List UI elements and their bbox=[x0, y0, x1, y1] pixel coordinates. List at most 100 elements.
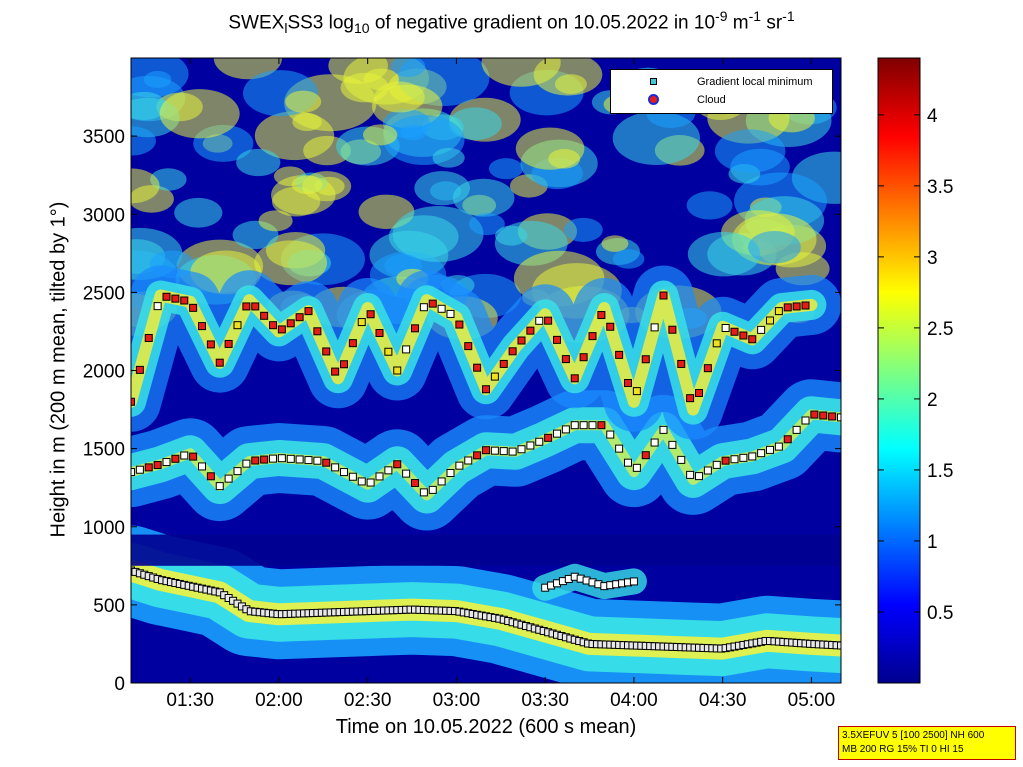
gradient-minimum-marker bbox=[588, 421, 597, 430]
cloud-marker bbox=[597, 311, 606, 320]
y-axis-label: Height in m (200 m mean, tilted by 1°) bbox=[47, 201, 70, 538]
gradient-minimum-marker bbox=[464, 456, 473, 465]
gradient-minimum-marker bbox=[579, 421, 588, 430]
gradient-minimum-marker bbox=[313, 456, 322, 465]
gradient-minimum-marker bbox=[171, 454, 180, 463]
x-tick-label: 05:00 bbox=[788, 690, 836, 711]
upper-turbulence-patch bbox=[236, 148, 281, 177]
cloud-marker bbox=[366, 310, 375, 319]
upper-turbulence-patch bbox=[468, 213, 505, 236]
cloud-marker bbox=[615, 350, 624, 359]
gradient-minimum-marker bbox=[428, 485, 437, 494]
gradient-minimum-marker bbox=[499, 447, 508, 456]
legend-entry-gradient: Gradient local minimum bbox=[611, 73, 832, 91]
gradient-minimum-marker bbox=[535, 437, 544, 446]
gradient-minimum-marker bbox=[393, 460, 402, 469]
cloud-marker bbox=[233, 321, 242, 330]
gradient-minimum-marker bbox=[686, 470, 695, 479]
cloud-marker bbox=[712, 339, 721, 348]
cloud-marker bbox=[348, 339, 357, 348]
upper-turbulence-patch bbox=[488, 158, 524, 180]
x-tick-label: 04:30 bbox=[699, 690, 747, 711]
gradient-minimum-marker bbox=[774, 442, 783, 451]
gradient-minimum-marker bbox=[419, 488, 428, 497]
gradient-minimum-marker bbox=[357, 477, 366, 486]
colorbar-tick-label: 3 bbox=[927, 248, 938, 269]
cloud-marker bbox=[561, 355, 570, 364]
cloud-marker bbox=[606, 322, 615, 331]
cloud-marker bbox=[437, 304, 446, 313]
x-tick-label: 03:30 bbox=[521, 690, 569, 711]
upper-turbulence-patch bbox=[687, 231, 761, 277]
cloud-marker bbox=[686, 394, 695, 403]
cloud-marker bbox=[269, 321, 277, 330]
y-tick-label: 3000 bbox=[83, 205, 125, 226]
gradient-minimum-marker bbox=[437, 477, 446, 486]
cloud-marker bbox=[650, 323, 659, 332]
gradient-minimum-marker bbox=[144, 463, 153, 472]
gradient-minimum-marker bbox=[766, 445, 774, 454]
gradient-minimum-marker bbox=[490, 446, 499, 455]
gradient-minimum-marker bbox=[677, 455, 686, 464]
colorbar-tick-label: 2.5 bbox=[927, 319, 953, 340]
cloud-marker bbox=[215, 358, 224, 367]
gradient-minimum-marker bbox=[632, 463, 641, 472]
infobox-line-2: MB 200 RG 15% TI 0 HI 15 bbox=[842, 744, 964, 755]
upper-turbulence-patch bbox=[563, 217, 603, 242]
cloud-marker bbox=[801, 301, 810, 310]
upper-turbulence-patch bbox=[285, 90, 322, 113]
y-tick-label: 1000 bbox=[83, 518, 125, 539]
x-tick-label: 01:30 bbox=[166, 690, 214, 711]
gradient-minimum-marker bbox=[473, 451, 482, 460]
cloud-marker bbox=[198, 322, 206, 331]
x-axis: 01:30 02:00 02:30 03:00 03:30 04:00 04:30 05:00 bbox=[166, 58, 835, 711]
gradient-minimum-marker bbox=[482, 446, 490, 455]
y-tick-label: 1500 bbox=[83, 440, 125, 461]
y-tick-label: 3500 bbox=[83, 127, 125, 148]
cloud-marker bbox=[792, 302, 801, 311]
cloud-marker bbox=[677, 359, 686, 368]
upper-turbulence-patch bbox=[515, 127, 585, 170]
colorbar-tick-label: 0.5 bbox=[927, 603, 953, 624]
gradient-minimum-marker bbox=[348, 472, 357, 481]
cloud-marker bbox=[153, 302, 162, 311]
gradient-minimum-marker bbox=[411, 479, 419, 487]
upper-turbulence-patch bbox=[328, 58, 388, 84]
gradient-minimum-marker bbox=[792, 425, 801, 434]
clear-gap bbox=[131, 534, 841, 566]
gradient-minimum-marker bbox=[322, 458, 331, 467]
gradient-minimum-marker bbox=[650, 438, 659, 447]
upper-turbulence-patch bbox=[748, 231, 801, 264]
cloud-marker bbox=[304, 307, 313, 316]
colorbar-tick-label: 3.5 bbox=[927, 177, 953, 198]
cloud-marker bbox=[508, 347, 517, 356]
cloud-marker bbox=[402, 345, 411, 354]
cloud-marker bbox=[464, 342, 473, 351]
gradient-minimum-marker bbox=[215, 482, 224, 491]
gradient-minimum-marker bbox=[561, 425, 570, 434]
cloud-marker bbox=[579, 353, 588, 362]
upper-turbulence-patch bbox=[452, 178, 515, 217]
upper-turbulence-patch bbox=[686, 191, 733, 220]
gradient-minimum-marker bbox=[828, 412, 837, 421]
upper-turbulence-patch bbox=[392, 206, 484, 263]
upper-turbulence-patch bbox=[131, 126, 156, 156]
cloud-marker bbox=[482, 385, 490, 394]
cloud-marker bbox=[206, 340, 215, 349]
gradient-minimum-marker bbox=[837, 641, 841, 650]
legend-entry-cloud: Cloud bbox=[611, 91, 832, 109]
gradient-minimum-marker bbox=[615, 444, 624, 453]
cloud-marker bbox=[659, 291, 668, 300]
cloud-marker bbox=[499, 359, 508, 368]
colorbar-tick-label: 1.5 bbox=[927, 461, 953, 482]
cloud-marker bbox=[455, 320, 464, 329]
upper-turbulence-patch bbox=[601, 235, 629, 252]
cloud-marker bbox=[748, 335, 757, 344]
heatmap-plot bbox=[130, 57, 842, 684]
gradient-minimum-marker bbox=[801, 416, 810, 425]
gradient-minimum-marker bbox=[517, 445, 526, 454]
upper-turbulence-patch bbox=[714, 129, 786, 173]
gradient-minimum-marker bbox=[277, 454, 286, 463]
gradient-minimum-marker bbox=[629, 577, 638, 586]
cloud-marker bbox=[490, 372, 499, 381]
